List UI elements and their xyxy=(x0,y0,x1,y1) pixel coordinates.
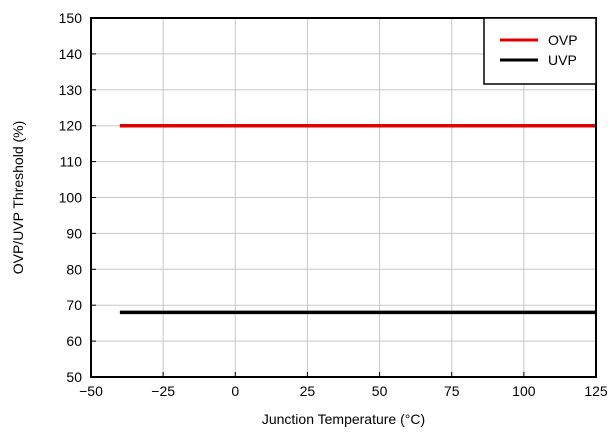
y-tick-label: 100 xyxy=(59,190,83,206)
x-tick-label: −25 xyxy=(151,383,175,399)
legend-label-ovp: OVP xyxy=(548,32,578,48)
x-tick-labels: −50 −25 0 25 50 75 100 125 xyxy=(79,383,608,399)
y-tick-labels: 50 60 70 80 90 100 110 120 130 140 150 xyxy=(59,10,83,385)
plot-frame xyxy=(90,17,597,378)
y-tick-label: 80 xyxy=(66,261,82,277)
y-tick-label: 110 xyxy=(60,154,83,170)
legend-label-uvp: UVP xyxy=(548,52,577,68)
legend: OVP UVP xyxy=(483,17,597,85)
y-tick-label: 70 xyxy=(66,297,82,313)
y-axis-title: OVP/UVP Threshold (%) xyxy=(10,121,26,275)
x-tick-label: 25 xyxy=(300,383,316,399)
y-tick-label: 150 xyxy=(59,10,83,26)
x-tick-label: 100 xyxy=(512,383,536,399)
y-tick-label: 90 xyxy=(66,225,82,241)
x-tick-label: 125 xyxy=(584,383,608,399)
y-tick-label: 60 xyxy=(66,333,82,349)
x-tick-label: 50 xyxy=(372,383,388,399)
x-tick-label: 75 xyxy=(444,383,460,399)
y-tick-label: 140 xyxy=(59,46,83,62)
y-tick-label: 130 xyxy=(59,82,83,98)
y-tick-label: 120 xyxy=(59,118,83,134)
x-axis-title: Junction Temperature (°C) xyxy=(262,411,425,427)
y-tick-label: 50 xyxy=(66,369,82,385)
series-lines xyxy=(119,123,596,315)
x-tick-label: 0 xyxy=(231,383,239,399)
x-tick-label: −50 xyxy=(79,383,103,399)
legend-box xyxy=(483,17,597,85)
